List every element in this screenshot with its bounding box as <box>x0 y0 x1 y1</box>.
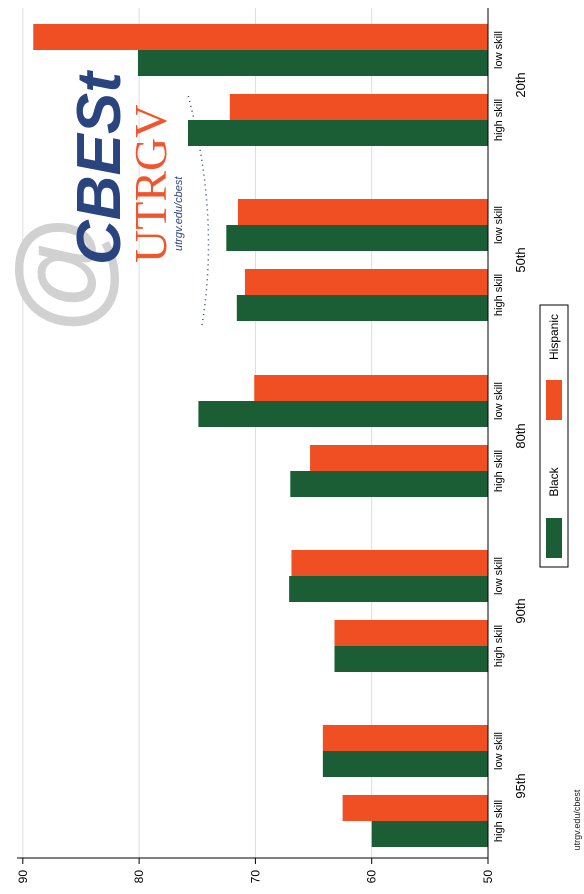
legend-label-black: Black <box>547 466 561 496</box>
category-label: low skill <box>493 31 505 69</box>
bar-black-90th-high-skill <box>334 646 488 672</box>
bar-hispanic-90th-high-skill <box>334 620 488 646</box>
bar-black-50th-low-skill <box>226 225 488 251</box>
axis-tick-label: 80 <box>132 870 146 884</box>
category-labels: high skill low skill 95th high skill low ski… <box>493 31 528 842</box>
legend: Black Hispanic <box>539 304 569 568</box>
logo-at-sign: @ <box>0 218 128 335</box>
legend-swatch-hispanic <box>546 380 562 420</box>
axis-tick-label: 60 <box>365 870 379 884</box>
group-label: 90th <box>513 598 528 623</box>
category-label: low skill <box>493 382 505 420</box>
bar-hispanic-80th-low-skill <box>254 375 488 401</box>
group-label: 20th <box>513 72 528 97</box>
category-label: high skill <box>493 99 505 141</box>
bar-black-50th-high-skill <box>236 295 488 321</box>
bar-hispanic-50th-high-skill <box>244 269 488 295</box>
category-label: low skill <box>493 732 505 770</box>
bar-black-20th-high-skill <box>187 120 489 146</box>
gridlines <box>22 8 373 858</box>
group-label: 95th <box>513 773 528 798</box>
group-label: 80th <box>513 423 528 448</box>
category-label: low skill <box>493 557 505 595</box>
bar-hispanic-80th-high-skill <box>310 445 488 471</box>
bar-hispanic-20th-low-skill <box>33 24 488 50</box>
source-note: utrgv.edu/cbest <box>572 789 582 850</box>
bar-hispanic-20th-high-skill <box>229 94 488 120</box>
bar-black-80th-high-skill <box>290 471 488 497</box>
axis-tick-label: 50 <box>481 870 495 884</box>
bar-black-95th-low-skill <box>322 751 488 777</box>
category-label: high skill <box>493 274 505 316</box>
bars <box>33 24 489 847</box>
axis-ticks: 50 60 70 80 90 <box>16 858 495 883</box>
legend-label-hispanic: Hispanic <box>547 314 561 360</box>
bar-black-95th-high-skill <box>371 821 488 847</box>
axis-tick-label: 70 <box>248 870 262 884</box>
logo-url: utrgv.edu/cbest <box>173 176 185 251</box>
bar-hispanic-95th-high-skill <box>342 795 488 821</box>
logo-org: UTRGV <box>125 105 176 263</box>
category-label: high skill <box>493 625 505 667</box>
logo-brand: CBESt <box>65 70 134 265</box>
category-label: high skill <box>493 800 505 842</box>
category-label: high skill <box>493 450 505 492</box>
bar-hispanic-95th-low-skill <box>322 725 488 751</box>
cbest-logo: @ CBESt UTRGV utrgv.edu/cbest <box>0 70 210 335</box>
bar-black-20th-low-skill <box>137 50 488 76</box>
category-label: low skill <box>493 206 505 244</box>
bar-hispanic-90th-low-skill <box>291 550 488 576</box>
bar-black-80th-low-skill <box>198 401 488 427</box>
legend-swatch-black <box>546 518 562 558</box>
bar-black-90th-low-skill <box>289 576 488 602</box>
group-label: 50th <box>513 247 528 272</box>
bar-hispanic-50th-low-skill <box>237 199 488 225</box>
axis-tick-label: 90 <box>16 870 30 884</box>
